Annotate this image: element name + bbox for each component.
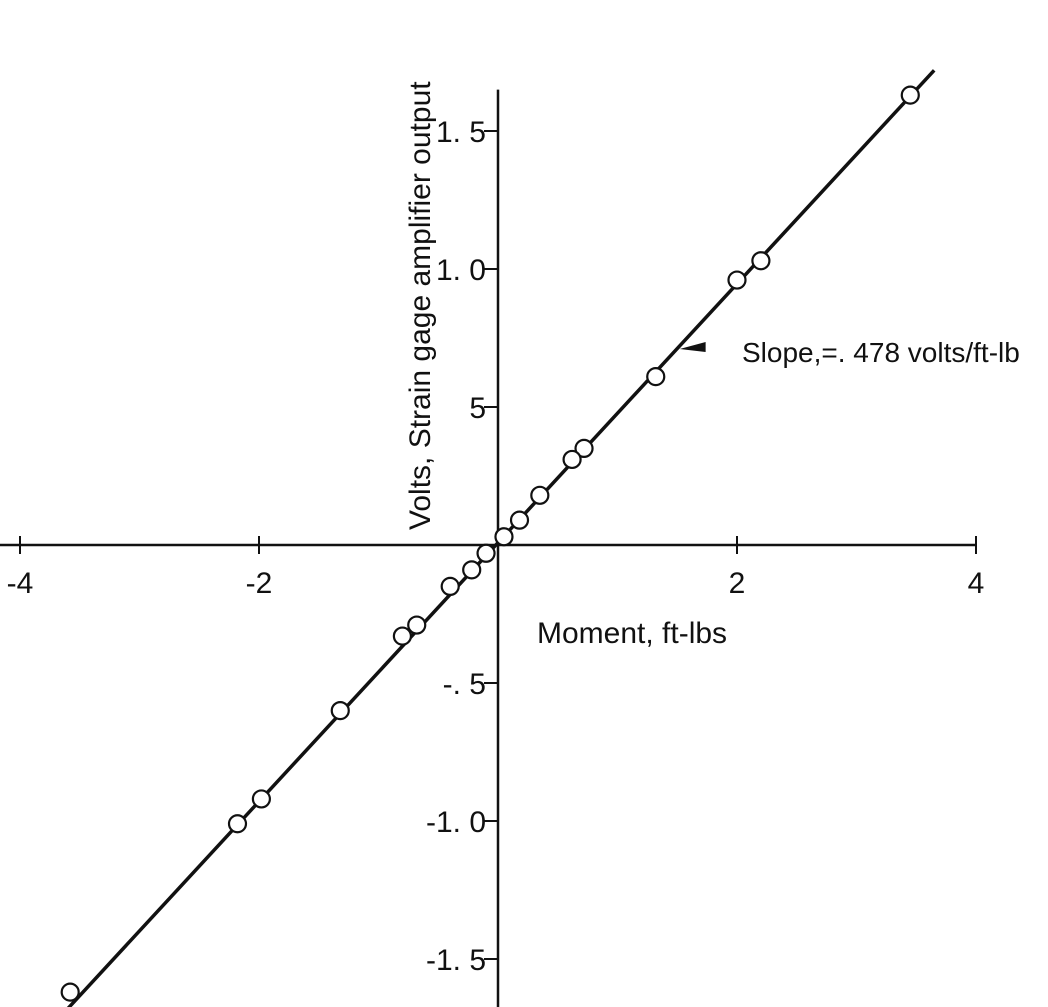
- data-point: [392, 626, 412, 646]
- data-point: [476, 543, 496, 563]
- x-tick-label: -2: [246, 567, 273, 600]
- data-point: [646, 367, 666, 387]
- slope-annotation-text: Slope,=. 478 volts/ft-lb: [742, 337, 1020, 368]
- data-point: [330, 700, 350, 721]
- data-point: [900, 85, 920, 105]
- data-point: [751, 251, 771, 271]
- fit-line-group: [66, 69, 936, 1007]
- data-point: [494, 527, 514, 547]
- ticks: [19, 130, 977, 960]
- slope-annotation-arrow: [679, 342, 706, 353]
- data-point: [574, 438, 594, 458]
- data-point: [727, 270, 747, 290]
- x-axis-title: Moment, ft-lbs: [537, 617, 727, 650]
- data-point: [530, 485, 550, 505]
- data-points: [60, 85, 920, 1002]
- y-tick-label: -1. 0: [426, 806, 486, 839]
- y-tick-label: 1. 0: [436, 254, 486, 287]
- y-tick-label: -1. 5: [426, 944, 486, 977]
- x-tick-label: -4: [7, 567, 34, 600]
- y-axis-title: Volts, Strain gage amplifier output: [404, 81, 437, 530]
- data-point: [251, 789, 271, 809]
- y-tick-label: 1. 5: [436, 116, 486, 149]
- data-point: [462, 560, 482, 580]
- y-tick-label: 5: [469, 392, 486, 425]
- data-point: [227, 814, 248, 834]
- data-point: [509, 510, 530, 530]
- data-point: [60, 982, 80, 1002]
- x-tick-label: 4: [968, 567, 985, 600]
- slope-annotation: Slope,=. 478 volts/ft-lb: [679, 337, 1020, 368]
- fit-line: [66, 69, 936, 1007]
- data-point: [407, 615, 427, 635]
- y-tick-label: -. 5: [443, 668, 486, 701]
- data-point: [440, 576, 460, 597]
- x-tick-label: 2: [729, 567, 746, 600]
- data-point: [562, 449, 582, 470]
- tick-labels: -4 -2 2 4 1. 5 1. 0 5 -. 5 -1. 0 -1. 5: [7, 116, 985, 977]
- axes: [0, 89, 976, 1007]
